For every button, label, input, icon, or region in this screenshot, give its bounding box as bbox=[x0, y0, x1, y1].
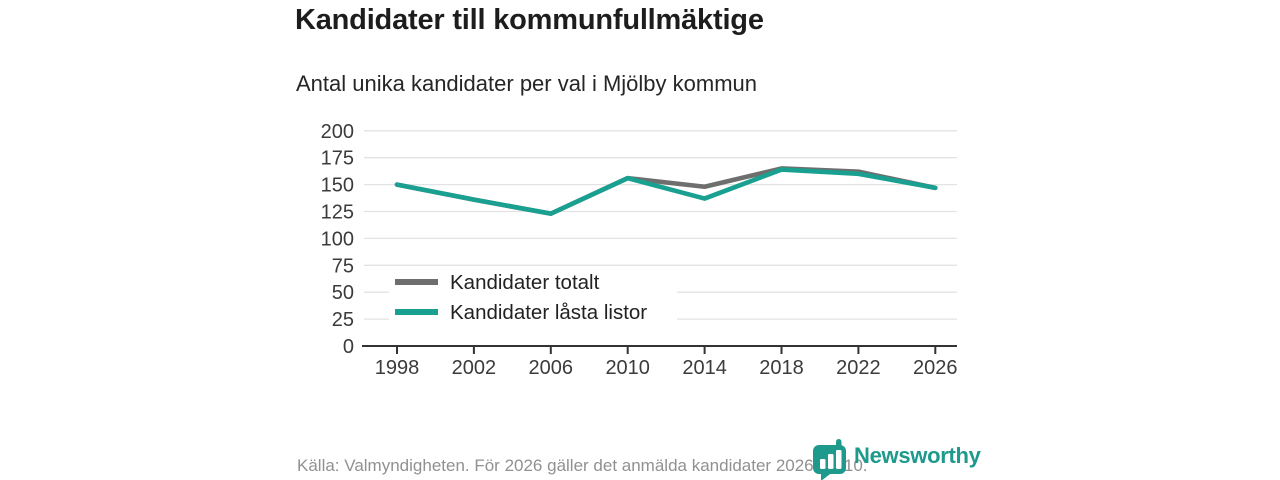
newsworthy-bubble-chart-icon bbox=[813, 439, 846, 480]
legend-label: Kandidater låsta listor bbox=[450, 301, 647, 324]
page-title: Kandidater till kommunfullmäktige bbox=[295, 4, 764, 36]
line-chart: 0 25 50 75 100 125 150 175 200 1998 2002 2006 2010 20… bbox=[321, 121, 958, 379]
source-note: Källa: Valmyndigheten. För 2026 gäller d… bbox=[297, 456, 868, 475]
x-tick-label-2022: 2022 bbox=[836, 357, 881, 379]
y-tick-label-175: 175 bbox=[321, 148, 354, 170]
legend-background bbox=[389, 267, 677, 331]
y-tick-label-125: 125 bbox=[321, 202, 354, 224]
x-tick-label-1998: 1998 bbox=[375, 357, 420, 379]
x-tick-label-2018: 2018 bbox=[759, 357, 804, 379]
legend-label: Kandidater totalt bbox=[450, 271, 600, 294]
y-tick-label-100: 100 bbox=[321, 228, 354, 250]
y-tick-label-50: 50 bbox=[332, 282, 354, 304]
y-tick-label-150: 150 bbox=[321, 175, 354, 197]
page-subtitle: Antal unika kandidater per val i Mjölby … bbox=[296, 71, 758, 96]
x-tick-label-2026: 2026 bbox=[913, 357, 958, 379]
y-tick-label-75: 75 bbox=[332, 255, 354, 277]
newsworthy-wordmark: Newsworthy bbox=[854, 442, 981, 468]
newsworthy-logo: Newsworthy bbox=[812, 438, 981, 480]
y-tick-label-25: 25 bbox=[332, 309, 354, 331]
x-tick-label-2002: 2002 bbox=[452, 357, 497, 379]
chart-line-lasta-listor bbox=[394, 167, 938, 216]
y-tick-label-0: 0 bbox=[343, 336, 354, 358]
x-tick-label-2006: 2006 bbox=[529, 357, 574, 379]
x-tick-label-2014: 2014 bbox=[682, 357, 727, 379]
x-tick-label-2010: 2010 bbox=[605, 357, 650, 379]
y-tick-label-200: 200 bbox=[321, 121, 354, 143]
